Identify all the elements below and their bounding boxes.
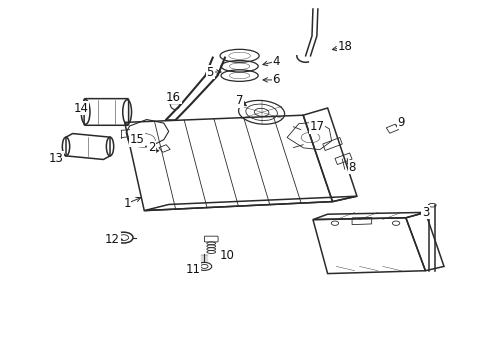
- Text: 4: 4: [272, 55, 280, 68]
- Text: 9: 9: [396, 116, 404, 129]
- Text: 18: 18: [337, 40, 351, 53]
- Text: 6: 6: [272, 73, 280, 86]
- Text: 14: 14: [73, 102, 88, 114]
- Text: 2: 2: [147, 141, 155, 154]
- Text: 16: 16: [166, 91, 181, 104]
- Text: 5: 5: [206, 66, 214, 78]
- Text: 7: 7: [235, 94, 243, 107]
- Text: 3: 3: [421, 206, 428, 219]
- Text: 17: 17: [309, 120, 324, 133]
- Text: 15: 15: [129, 133, 144, 146]
- Text: 12: 12: [105, 233, 120, 246]
- Text: 13: 13: [49, 152, 63, 165]
- Text: 8: 8: [347, 161, 355, 174]
- Text: 11: 11: [185, 263, 200, 276]
- Text: 10: 10: [220, 249, 234, 262]
- Text: 1: 1: [123, 197, 131, 210]
